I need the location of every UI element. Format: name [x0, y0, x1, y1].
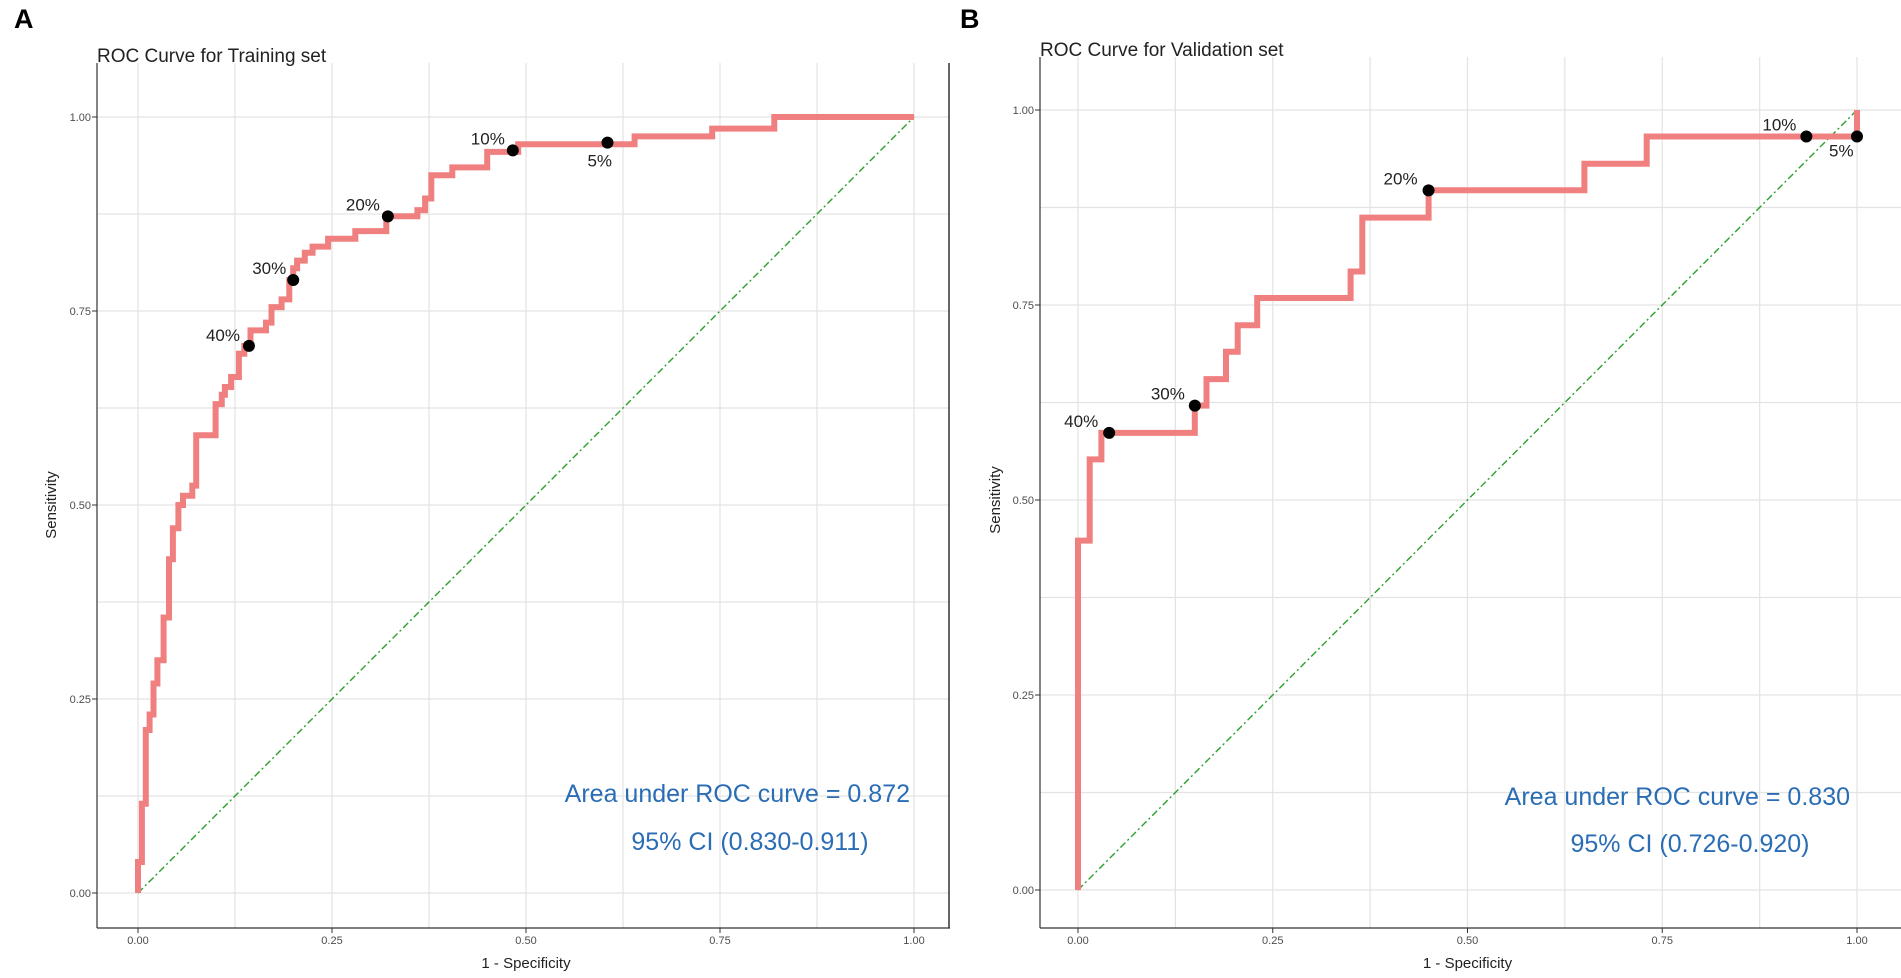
threshold-point — [1188, 399, 1201, 412]
threshold-label: 40% — [1064, 412, 1098, 431]
chart-title-b: ROC Curve for Validation set — [1040, 40, 1284, 61]
ci-annotation: 95% CI (0.726-0.920) — [1570, 830, 1809, 858]
y-tick-label: 1.00 — [70, 112, 91, 124]
roc-chart-training: 0.00 0.25 0.50 0.75 1.00 0.00 0.25 0.50 0.75 1.00… — [43, 63, 950, 972]
roc-chart-validation: 0.00 0.25 0.50 0.75 1.00 0.00 0.25 0.50 0.75 1.00… — [987, 57, 1901, 972]
x-axis-title: 1 - Specificity — [481, 955, 571, 972]
threshold-point — [601, 136, 614, 149]
reference-diagonal-line — [1077, 109, 1858, 891]
x-tick-label: 0.25 — [1262, 935, 1283, 947]
threshold-point — [1851, 130, 1863, 143]
y-tick-label: 0.25 — [1013, 690, 1034, 702]
threshold-label: 20% — [346, 195, 380, 214]
threshold-label: 5% — [587, 152, 612, 171]
y-tick-label: 0.75 — [70, 306, 91, 318]
reference-diagonal-line — [137, 116, 915, 894]
y-tick-label: 0.50 — [1013, 495, 1034, 507]
x-tick-label: 0.50 — [515, 935, 536, 947]
x-tick-label: 0.75 — [1652, 935, 1673, 947]
y-tick-label: 1.00 — [1013, 105, 1034, 117]
panel-a: A ROC Curve for Training set 0.00 0.25 0.5… — [0, 0, 950, 978]
threshold-label: 10% — [471, 129, 505, 148]
panel-b: B ROC Curve for Validation set 0.00 0.25 0… — [950, 0, 1901, 978]
auc-annotation: Area under ROC curve = 0.872 — [565, 780, 910, 808]
y-tick-label: 0.00 — [1013, 885, 1034, 897]
threshold-label: 5% — [1829, 142, 1854, 161]
x-tick-label: 1.00 — [903, 935, 924, 947]
x-tick-label: 0.75 — [709, 935, 730, 947]
threshold-point — [287, 273, 300, 286]
x-tick-label: 0.00 — [127, 935, 148, 947]
chart-title-a: ROC Curve for Training set — [97, 46, 327, 67]
y-tick-label: 0.75 — [1013, 300, 1034, 312]
threshold-label: 10% — [1762, 116, 1796, 135]
auc-annotation: Area under ROC curve = 0.830 — [1505, 783, 1850, 811]
panel-letter-b: B — [960, 4, 980, 34]
roc-curve-line — [1075, 110, 1860, 890]
threshold-point — [506, 144, 519, 157]
threshold-label: 30% — [1151, 385, 1185, 404]
threshold-point — [242, 339, 255, 352]
roc-curve-line — [135, 114, 914, 893]
threshold-point — [1800, 130, 1813, 143]
x-tick-label: 0.50 — [1457, 935, 1478, 947]
x-tick-label: 0.00 — [1067, 935, 1088, 947]
threshold-label: 20% — [1384, 169, 1418, 188]
threshold-point — [381, 210, 394, 223]
panel-letter-a: A — [14, 4, 34, 34]
threshold-point — [1103, 426, 1116, 439]
x-tick-label: 1.00 — [1846, 935, 1867, 947]
y-axis-title: Sensitivity — [987, 466, 1004, 534]
x-tick-label: 0.25 — [321, 935, 342, 947]
y-axis-title: Sensitivity — [43, 471, 60, 539]
x-axis-title: 1 - Specificity — [1423, 955, 1513, 972]
threshold-point — [1422, 184, 1435, 197]
y-tick-label: 0.50 — [70, 500, 91, 512]
threshold-label: 30% — [252, 259, 286, 278]
y-tick-label: 0.00 — [70, 888, 91, 900]
threshold-label: 40% — [206, 326, 240, 345]
ci-annotation: 95% CI (0.830-0.911) — [631, 828, 868, 856]
y-tick-label: 0.25 — [70, 694, 91, 706]
